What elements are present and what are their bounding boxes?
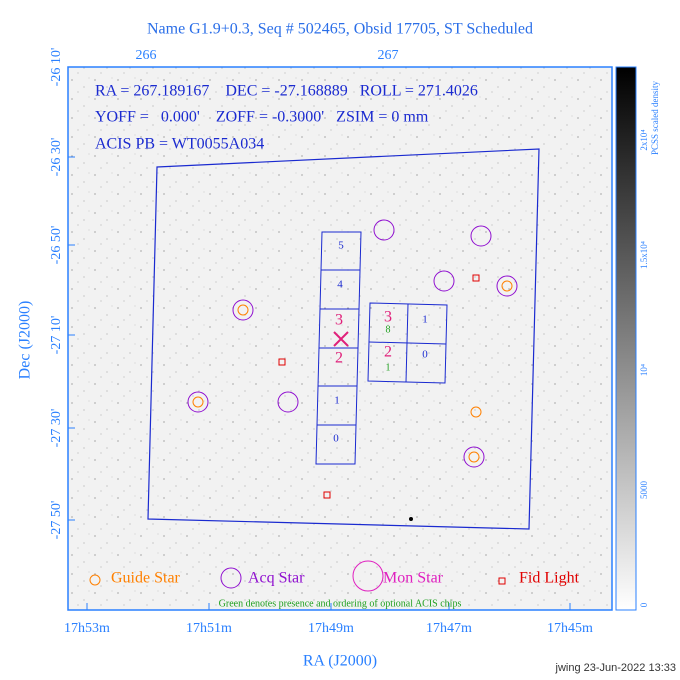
x-tick-label: 17h45m xyxy=(547,621,593,636)
legend-label: Fid Light xyxy=(519,570,580,587)
legend-label: Acq Star xyxy=(248,570,305,587)
chip-order: 8 xyxy=(386,324,391,335)
x-tick-label: 17h49m xyxy=(308,621,354,636)
x-tick-label: 17h53m xyxy=(64,621,110,636)
info-line: RA = 267.189167 DEC = -27.168889 ROLL = … xyxy=(95,83,478,100)
colorbar-tick-label: 10⁴ xyxy=(639,364,649,376)
legend-label: Guide Star xyxy=(111,570,181,587)
colorbar-tick-label: 0 xyxy=(639,602,649,607)
stars xyxy=(187,219,518,521)
y-tick-label: -27 30' xyxy=(49,409,64,448)
y-tick-label: -27 50' xyxy=(49,501,64,540)
chip-label: 1 xyxy=(334,395,340,407)
y-axis-label: Dec (J2000) xyxy=(17,301,34,380)
chip-label: 3 xyxy=(384,309,392,326)
chip-label: 2 xyxy=(335,350,343,367)
title: Name G1.9+0.3, Seq # 502465, Obsid 17705… xyxy=(147,21,533,38)
x-axis-label: RA (J2000) xyxy=(303,653,377,670)
chip-label: 5 xyxy=(338,240,344,252)
colorbar-tick-label: 2x10⁴ xyxy=(639,129,649,150)
legend: Guide Star Acq Star Mon Star Fid Light xyxy=(89,560,580,592)
y-tick-label: -26 30' xyxy=(49,138,64,177)
chip-label: 4 xyxy=(337,279,343,291)
top-tick-label: 267 xyxy=(378,48,399,63)
chip-label: 2 xyxy=(384,344,392,361)
axes: 17h53m 17h51m 17h49m 17h47m 17h45m 266 267 -26 … xyxy=(49,48,649,637)
colorbar xyxy=(615,66,637,611)
y-tick-label: -26 10' xyxy=(49,48,64,87)
chip-label: 1 xyxy=(422,314,428,326)
chip-label: 0 xyxy=(333,433,339,445)
chip-label: 3 xyxy=(335,312,343,329)
y-tick-label: -27 10' xyxy=(49,316,64,355)
chip-label: 0 xyxy=(422,349,428,361)
colorbar-tick-label: 1.5x10⁴ xyxy=(639,241,649,269)
x-tick-label: 17h51m xyxy=(186,621,232,636)
top-tick-label: 266 xyxy=(136,48,157,63)
colorbar-label: PCSS scaled density xyxy=(650,81,660,156)
info-line: YOFF = 0.000' ZOFF = -0.3000' ZSIM = 0 m… xyxy=(95,109,429,126)
x-tick-label: 17h47m xyxy=(426,621,472,636)
chip-order: 1 xyxy=(386,362,391,373)
note: Green denotes presence and ordering of o… xyxy=(219,598,462,609)
field-outline xyxy=(147,148,540,530)
y-tick-label: -26 50' xyxy=(49,226,64,265)
footer: jwing 23-Jun-2022 13:33 xyxy=(555,662,676,674)
legend-label: Mon Star xyxy=(383,570,444,587)
chips xyxy=(315,231,448,465)
info: RA = 267.189167 DEC = -27.168889 ROLL = … xyxy=(95,83,478,153)
colorbar-tick-label: 5000 xyxy=(639,481,649,500)
info-line: ACIS PB = WT0055A034 xyxy=(95,136,264,153)
